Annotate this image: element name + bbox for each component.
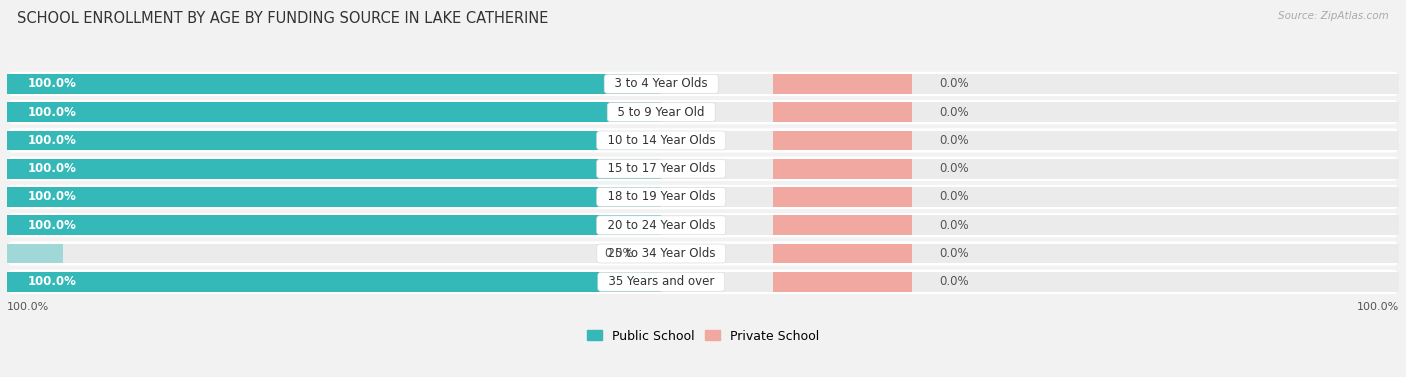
- Text: 0.0%: 0.0%: [939, 219, 969, 232]
- Bar: [7, 272, 1399, 292]
- Bar: [773, 74, 912, 94]
- Bar: [7, 130, 1399, 150]
- FancyBboxPatch shape: [7, 72, 1399, 96]
- Bar: [7, 215, 661, 235]
- FancyBboxPatch shape: [7, 100, 1399, 124]
- Bar: [773, 102, 912, 122]
- Text: 0.0%: 0.0%: [939, 77, 969, 90]
- Bar: [7, 187, 1399, 207]
- Bar: [773, 187, 912, 207]
- FancyBboxPatch shape: [7, 270, 1399, 294]
- Text: 3 to 4 Year Olds: 3 to 4 Year Olds: [607, 77, 716, 90]
- FancyBboxPatch shape: [7, 213, 1399, 238]
- Text: 35 Years and over: 35 Years and over: [600, 275, 721, 288]
- Bar: [7, 102, 1399, 122]
- Text: 100.0%: 100.0%: [7, 302, 49, 312]
- Text: 100.0%: 100.0%: [28, 190, 77, 204]
- Text: Source: ZipAtlas.com: Source: ZipAtlas.com: [1278, 11, 1389, 21]
- Text: 0.0%: 0.0%: [939, 247, 969, 260]
- Bar: [7, 244, 1399, 264]
- FancyBboxPatch shape: [7, 241, 1399, 266]
- Bar: [7, 187, 661, 207]
- Bar: [7, 74, 661, 94]
- Bar: [7, 130, 661, 150]
- Text: 0.0%: 0.0%: [939, 275, 969, 288]
- Text: 18 to 19 Year Olds: 18 to 19 Year Olds: [600, 190, 723, 204]
- Text: 0.0%: 0.0%: [603, 247, 633, 260]
- Text: 25 to 34 Year Olds: 25 to 34 Year Olds: [600, 247, 723, 260]
- Bar: [7, 244, 63, 264]
- Legend: Public School, Private School: Public School, Private School: [582, 325, 824, 348]
- Bar: [773, 215, 912, 235]
- FancyBboxPatch shape: [7, 156, 1399, 181]
- Text: 100.0%: 100.0%: [28, 106, 77, 119]
- FancyBboxPatch shape: [7, 185, 1399, 209]
- Text: 100.0%: 100.0%: [1357, 302, 1399, 312]
- Text: 0.0%: 0.0%: [939, 162, 969, 175]
- Text: 5 to 9 Year Old: 5 to 9 Year Old: [610, 106, 713, 119]
- Bar: [7, 102, 661, 122]
- Text: 100.0%: 100.0%: [28, 275, 77, 288]
- Bar: [7, 215, 1399, 235]
- Text: 0.0%: 0.0%: [939, 134, 969, 147]
- Bar: [773, 130, 912, 150]
- Bar: [773, 159, 912, 179]
- Text: 10 to 14 Year Olds: 10 to 14 Year Olds: [600, 134, 723, 147]
- Text: 100.0%: 100.0%: [28, 77, 77, 90]
- Text: 100.0%: 100.0%: [28, 162, 77, 175]
- Text: 100.0%: 100.0%: [28, 219, 77, 232]
- Text: SCHOOL ENROLLMENT BY AGE BY FUNDING SOURCE IN LAKE CATHERINE: SCHOOL ENROLLMENT BY AGE BY FUNDING SOUR…: [17, 11, 548, 26]
- Bar: [7, 272, 661, 292]
- Bar: [7, 159, 661, 179]
- Text: 100.0%: 100.0%: [28, 134, 77, 147]
- Bar: [773, 272, 912, 292]
- Text: 20 to 24 Year Olds: 20 to 24 Year Olds: [600, 219, 723, 232]
- Bar: [7, 159, 1399, 179]
- Text: 0.0%: 0.0%: [939, 106, 969, 119]
- Text: 0.0%: 0.0%: [939, 190, 969, 204]
- Bar: [773, 244, 912, 264]
- FancyBboxPatch shape: [7, 128, 1399, 153]
- Text: 15 to 17 Year Olds: 15 to 17 Year Olds: [600, 162, 723, 175]
- Bar: [7, 74, 1399, 94]
